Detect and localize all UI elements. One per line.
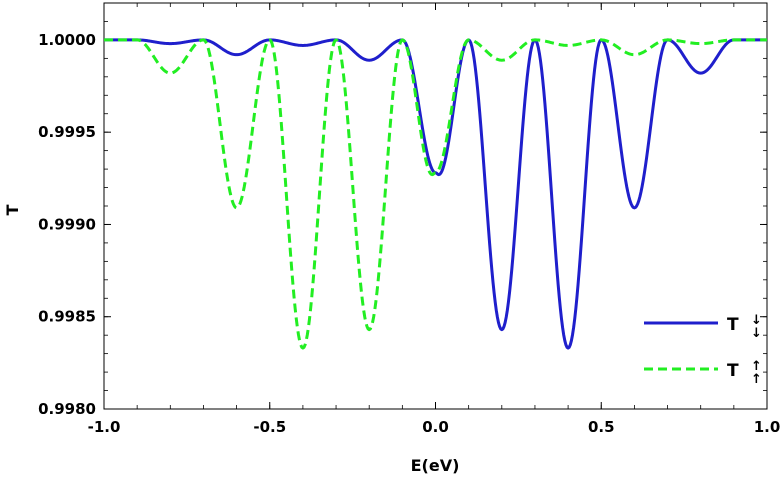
tick-labels: -1.0 -0.5 0.0 0.5 1.0 0.9980 0.9985 0.9990 0.999…: [38, 31, 780, 436]
series-layer: [103, 38, 768, 350]
legend-arrow-lower: ↑: [751, 372, 762, 387]
legend-label: T: [727, 361, 739, 381]
x-tick-label: -0.5: [253, 418, 286, 436]
legend-arrow-upper: ↓: [751, 313, 762, 328]
x-tick-label: 0.5: [588, 418, 615, 436]
tick-marks: [103, 2, 768, 410]
series-spin-up-line: [103, 38, 768, 350]
y-tick-label: 0.9995: [38, 123, 96, 141]
y-tick-label: 0.9985: [38, 308, 96, 326]
y-axis-label: T: [3, 204, 22, 215]
legend-label: T: [727, 315, 739, 335]
x-tick-label: 1.0: [754, 418, 781, 436]
y-tick-label: 0.9980: [38, 400, 96, 418]
y-tick-label: 1.0000: [38, 31, 96, 49]
legend: T ↓↓ T ↑↑: [644, 313, 762, 387]
plot-frame: [103, 2, 768, 410]
series-spin-down-line: [103, 38, 768, 350]
x-tick-label: 0.0: [422, 418, 449, 436]
y-tick-label: 0.9990: [38, 215, 96, 233]
x-tick-label: -1.0: [88, 418, 121, 436]
legend-arrow-lower: ↓: [751, 326, 762, 341]
legend-arrow-upper: ↑: [751, 359, 762, 374]
x-axis-label: E(eV): [411, 456, 460, 475]
